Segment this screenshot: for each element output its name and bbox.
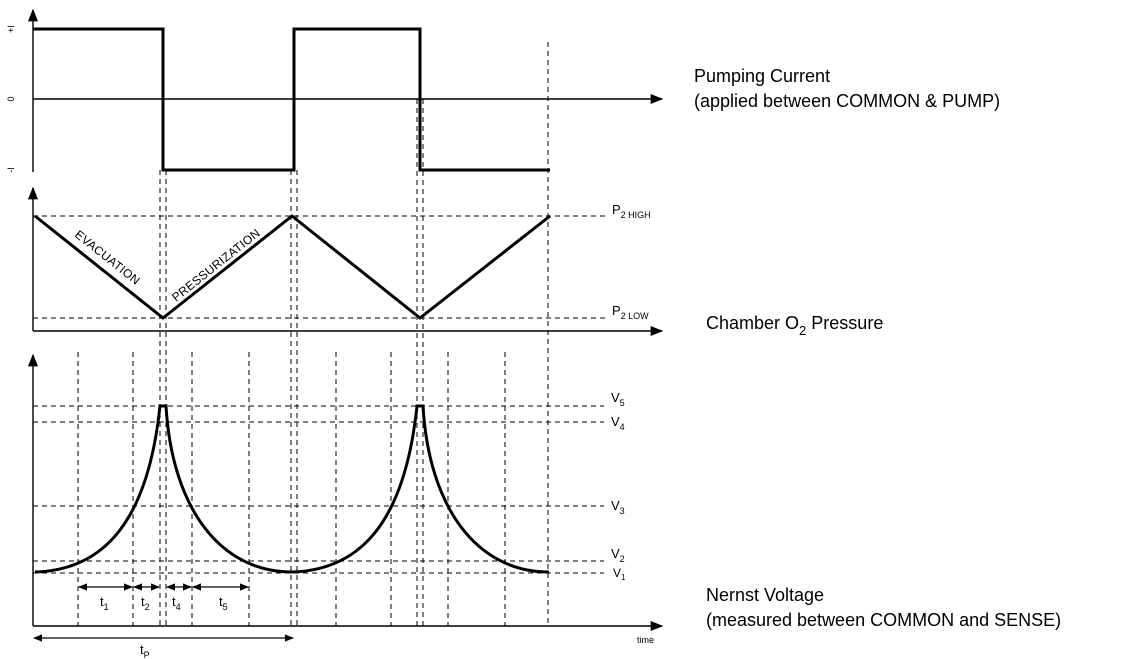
v2-label: V2 xyxy=(611,546,625,564)
v5-label: V5 xyxy=(611,390,625,408)
tick-zero: 0 xyxy=(6,96,16,101)
pressure-triangle-wave xyxy=(34,214,551,320)
tick-minus-i: -I xyxy=(6,167,16,173)
nernst-voltage-curve xyxy=(34,404,550,574)
cross-panel-guides xyxy=(159,42,549,626)
current-title: Pumping Current xyxy=(694,66,830,86)
pressure-title: Chamber O2 Pressure xyxy=(706,313,883,338)
t2-label: t2 xyxy=(141,594,150,612)
t4-label: t4 xyxy=(172,594,181,612)
nernst-title: Nernst Voltage xyxy=(706,585,824,605)
evacuation-label: EVACUATION xyxy=(72,227,143,287)
nernst-subtitle: (measured between COMMON and SENSE) xyxy=(706,610,1061,630)
tick-plus-i: +I xyxy=(6,25,16,33)
v4-label: V4 xyxy=(611,414,625,432)
time-axis-label: time xyxy=(637,635,654,645)
nernst-vertical-grid xyxy=(77,352,506,626)
pressure-title-sub: 2 xyxy=(799,323,806,338)
p2-low-sub: 2 LOW xyxy=(621,311,650,321)
p2-low-base: P xyxy=(612,303,621,318)
pressure-title-prefix: Chamber O xyxy=(706,313,799,333)
v1-label: V1 xyxy=(613,566,626,582)
t1-label: t1 xyxy=(100,594,109,612)
pressure-title-suffix: Pressure xyxy=(811,313,883,333)
p2-high-sub: 2 HIGH xyxy=(621,210,651,220)
p2-high-base: P xyxy=(612,202,621,217)
tp-label: tP xyxy=(140,642,150,659)
current-square-wave xyxy=(33,27,550,172)
pumping-current-panel: +I 0 -I Pumping Current (applied between… xyxy=(6,8,1000,173)
t5-label: t5 xyxy=(219,594,228,612)
current-subtitle: (applied between COMMON & PUMP) xyxy=(694,91,1000,111)
pressurization-label: PRESSURIZATION xyxy=(169,226,263,305)
v3-label: V3 xyxy=(611,498,625,516)
p2-high-label: P2 HIGH xyxy=(612,202,651,220)
p2-low-label: P2 LOW xyxy=(612,303,649,321)
chamber-pressure-panel: EVACUATION PRESSURIZATION P2 HIGH P2 LOW… xyxy=(27,186,883,338)
nernst-voltage-panel: V5 V4 V3 V2 V1 t1 t2 t4 t5 xyxy=(27,352,1061,659)
